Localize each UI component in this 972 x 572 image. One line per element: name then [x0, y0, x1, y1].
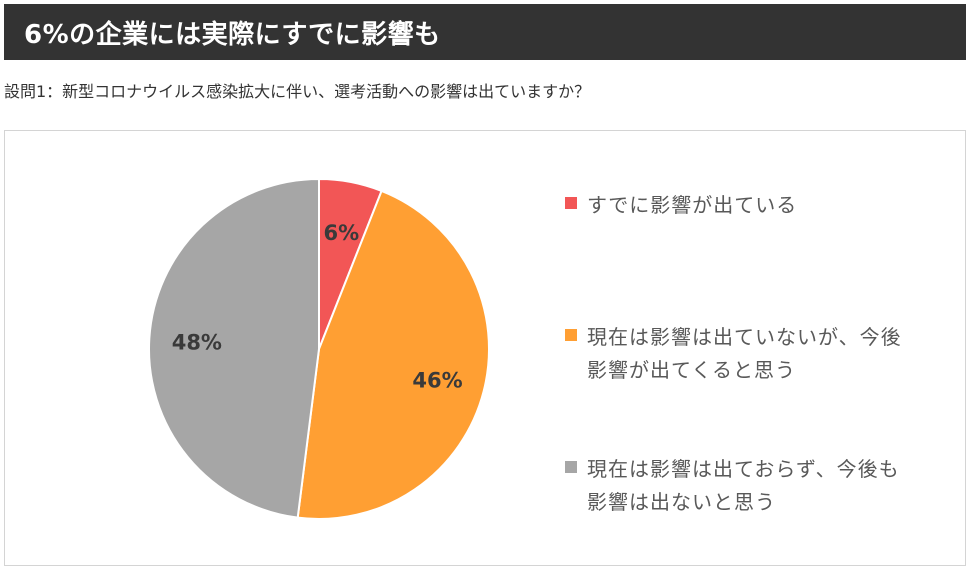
title-bar: 6%の企業には実際にすでに影響も — [4, 4, 966, 60]
legend-item-future-affected: 現在は影響は出ていないが、今後 影響が出てくると思う — [565, 321, 945, 387]
pie-data-label: 6% — [323, 221, 359, 245]
legend-item-not-affected: 現在は影響は出ておらず、今後も 影響は出ないと思う — [565, 453, 945, 519]
pie-chart: 6% 46% 48% — [148, 177, 490, 520]
legend-label: 現在は影響は出ておらず、今後も 影響は出ないと思う — [587, 457, 900, 514]
legend-item-already-affected: すでに影響が出ている — [565, 189, 945, 222]
chart-container: 6% 46% 48% すでに影響が出ている 現在は影響は出ていないが、今後 影響が出… — [4, 130, 966, 566]
legend-swatch-red — [565, 197, 577, 209]
page-title: 6%の企業には実際にすでに影響も — [24, 19, 441, 50]
legend-label: 現在は影響は出ていないが、今後 影響が出てくると思う — [587, 325, 902, 382]
legend-swatch-gray — [565, 461, 577, 473]
pie-slice-not-affected — [148, 177, 320, 519]
survey-question: 設問1：新型コロナウイルス感染拡大に伴い、選考活動への影響は出ていますか？ — [4, 82, 591, 101]
legend-label: すでに影響が出ている — [587, 193, 798, 217]
pie-slice-future-affected — [296, 189, 490, 520]
pie-data-label: 46% — [412, 368, 462, 392]
legend-swatch-orange — [565, 329, 577, 341]
pie-data-label: 48% — [172, 330, 222, 354]
